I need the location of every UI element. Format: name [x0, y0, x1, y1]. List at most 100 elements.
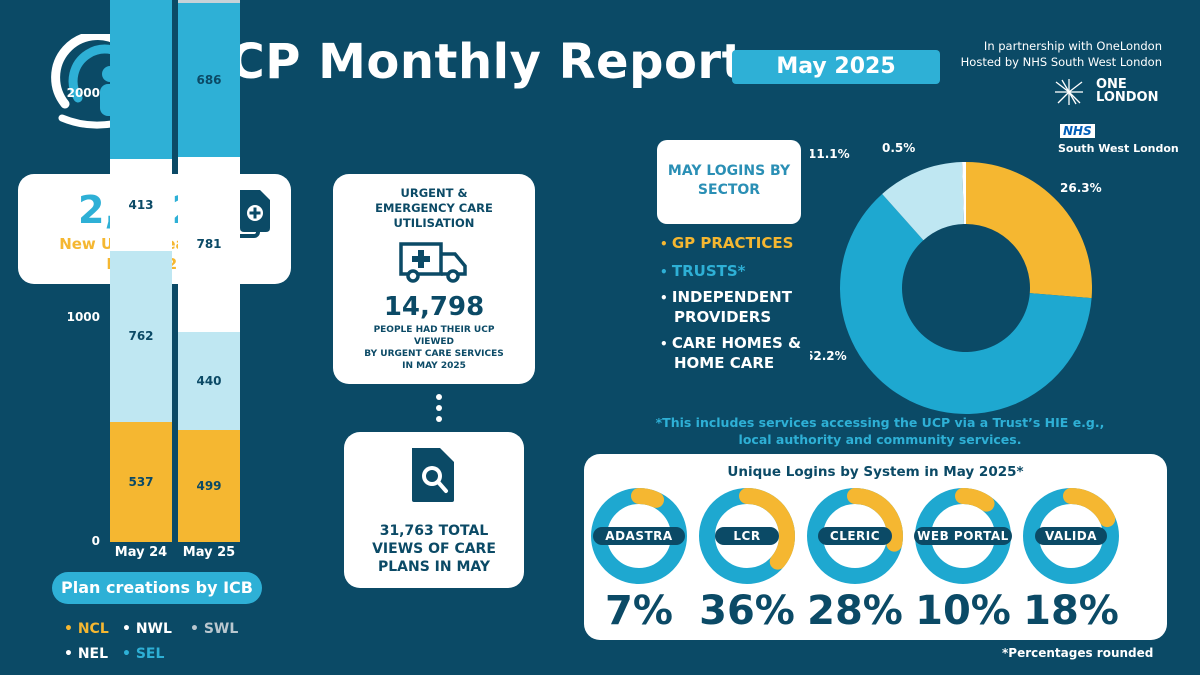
sector-heading-line-1: MAY LOGINS BY — [667, 163, 791, 179]
sector-legend-item: • GP PRACTICES — [660, 234, 793, 254]
bar-segment-nwl: 781 — [178, 156, 240, 332]
legend-label: NCL — [77, 621, 109, 637]
bar-segment-sel: 1754 — [110, 0, 172, 159]
legend-label: NWL — [135, 621, 172, 637]
sector-heading-line-2: SECTOR — [697, 182, 761, 198]
ambulance-icon — [399, 242, 467, 283]
total-views-text: 31,763 TOTAL VIEWS OF CARE PLANS IN MAY — [372, 523, 496, 575]
rounded-footnote: *Percentages rounded — [1002, 646, 1154, 660]
data-label: 537 — [128, 474, 154, 489]
data-label: 686 — [196, 72, 222, 87]
data-label: 440 — [196, 373, 222, 388]
unique-logins-title: Unique Logins by System in May 2025* — [727, 464, 1024, 480]
partner-line-2: Hosted by NHS South West London — [960, 55, 1162, 69]
bar-segment-swl: 421 — [178, 0, 240, 4]
legend-label: SWL — [203, 621, 239, 637]
legend-bullet: • — [64, 621, 78, 637]
system-ring — [699, 488, 795, 584]
partnership-note: In partnership with OneLondon Hosted by … — [961, 38, 1162, 70]
unique-logins-card: Unique Logins by System in May 2025* ADA… — [584, 454, 1167, 640]
legend-item-nwl: • NWL — [122, 621, 172, 637]
data-label: 499 — [196, 479, 222, 494]
urgent-care-value: 14,798 — [383, 292, 485, 322]
y-tick-label: 1000 — [66, 310, 100, 324]
bar-segment-nel: 762 — [110, 251, 172, 422]
legend-bullet: • — [64, 646, 78, 662]
sector-heading-card: MAY LOGINS BY SECTOR — [657, 140, 801, 224]
legend-bullet: • — [660, 237, 672, 251]
x-tick-label: May 25 — [182, 545, 236, 560]
ring-value-arc — [915, 488, 1011, 584]
search-document-icon — [412, 448, 454, 502]
sector-legend-item: • TRUSTS* — [660, 262, 746, 282]
onelondon-burst-icon — [1055, 79, 1083, 105]
y-tick-label: 0 — [91, 534, 100, 548]
legend-item-nel: • NEL — [64, 646, 108, 662]
icb-legend-pill: Plan creations by ICB — [52, 572, 262, 604]
system-percentage: 10% — [915, 588, 1011, 634]
legend-bullet: • — [660, 265, 672, 279]
sector-legend-item: • CARE HOMES & HOME CARE — [660, 334, 801, 373]
system-label: ADASTRA — [593, 527, 685, 545]
sector-donut-chart: 26.3% 62.2% 11.1% 0.5% — [810, 141, 1102, 415]
legend-label-line-2: PROVIDERS — [674, 308, 772, 326]
system-ring — [1023, 488, 1119, 584]
legend-label-line-2: HOME CARE — [674, 354, 775, 372]
legend-label: NEL — [77, 646, 109, 662]
ring-value-arc — [807, 488, 903, 584]
system-ring — [807, 488, 903, 584]
system-percentage: 7% — [605, 588, 673, 634]
legend-bullet: • — [660, 337, 672, 351]
legend-label: SEL — [135, 646, 165, 662]
donut-slice-label: 11.1% — [810, 147, 850, 161]
legend-item-swl: • SWL — [190, 621, 238, 637]
system-percentage: 18% — [1023, 588, 1119, 634]
ring-value-arc — [699, 488, 795, 584]
bar-segment-ncl: 537 — [110, 421, 172, 542]
system-percentage: 36% — [699, 588, 795, 634]
trust-footnote: *This includes services accessing the UC… — [655, 415, 1105, 447]
total-views-card: 31,763 TOTAL VIEWS OF CARE PLANS IN MAY — [344, 432, 524, 588]
icb-stacked-bar-chart: 010002000300040005377624131754345May 244… — [0, 0, 300, 570]
system-label: LCR — [715, 527, 779, 545]
connector-dots — [436, 394, 442, 422]
donut-slice — [962, 162, 966, 225]
urgent-care-card: URGENT & EMERGENCY CARE UTILISATION 14,7… — [333, 174, 535, 384]
legend-item-sel: • SEL — [122, 646, 164, 662]
ring-value-arc — [1023, 488, 1119, 584]
bar-segment-nel: 440 — [178, 331, 240, 431]
system-label: VALIDA — [1035, 527, 1107, 545]
donut-slice — [966, 162, 1092, 299]
legend-bullet: • — [660, 291, 672, 305]
urgent-care-description: PEOPLE HAD THEIR UCP VIEWED BY URGENT CA… — [364, 325, 504, 371]
legend-label: INDEPENDENT — [671, 288, 792, 306]
donut-slice-label: 0.5% — [882, 141, 915, 155]
partner-line-1: In partnership with OneLondon — [983, 39, 1162, 53]
system-percentage: 28% — [807, 588, 903, 634]
data-label: 413 — [128, 197, 154, 212]
system-label: CLERIC — [818, 527, 892, 545]
y-tick-label: 2000 — [66, 86, 100, 100]
urgent-care-heading: URGENT & EMERGENCY CARE UTILISATION — [375, 186, 493, 230]
system-label: WEB PORTAL — [914, 527, 1012, 545]
donut-slice-label: 26.3% — [1060, 181, 1102, 195]
donut-slice — [840, 193, 1092, 415]
nhs-org-name: South West London — [1058, 142, 1179, 155]
x-tick-label: May 24 — [114, 545, 168, 560]
legend-bullet: • — [122, 646, 136, 662]
page-title: UCP Monthly Report — [190, 34, 746, 90]
bar-segment-sel: 686 — [178, 3, 240, 157]
data-label: 781 — [196, 237, 222, 252]
onelondon-logo-text: ONE LONDON — [1096, 77, 1159, 105]
bar-segment-nwl: 413 — [110, 158, 172, 251]
donut-slice-label: 62.2% — [810, 349, 847, 363]
ring-value-arc — [591, 488, 687, 584]
data-label: 762 — [128, 329, 154, 344]
legend-bullet: • — [122, 621, 136, 637]
legend-label: TRUSTS* — [671, 262, 746, 280]
bar-segment-ncl: 499 — [178, 430, 240, 542]
legend-label: GP PRACTICES — [671, 234, 794, 252]
donut-slice — [882, 162, 964, 241]
legend-item-ncl: • NCL — [64, 621, 109, 637]
legend-label: CARE HOMES & — [671, 334, 802, 352]
